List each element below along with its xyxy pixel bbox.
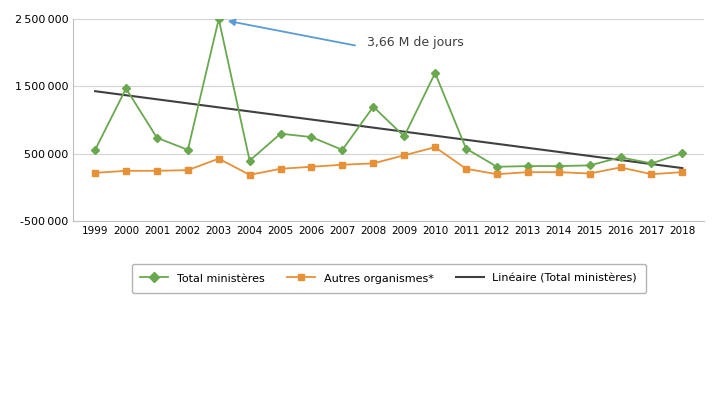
Text: 3,66 M de jours: 3,66 M de jours: [367, 36, 464, 49]
Legend: Total ministères, Autres organismes*, Linéaire (Total ministères): Total ministères, Autres organismes*, Li…: [132, 264, 646, 293]
